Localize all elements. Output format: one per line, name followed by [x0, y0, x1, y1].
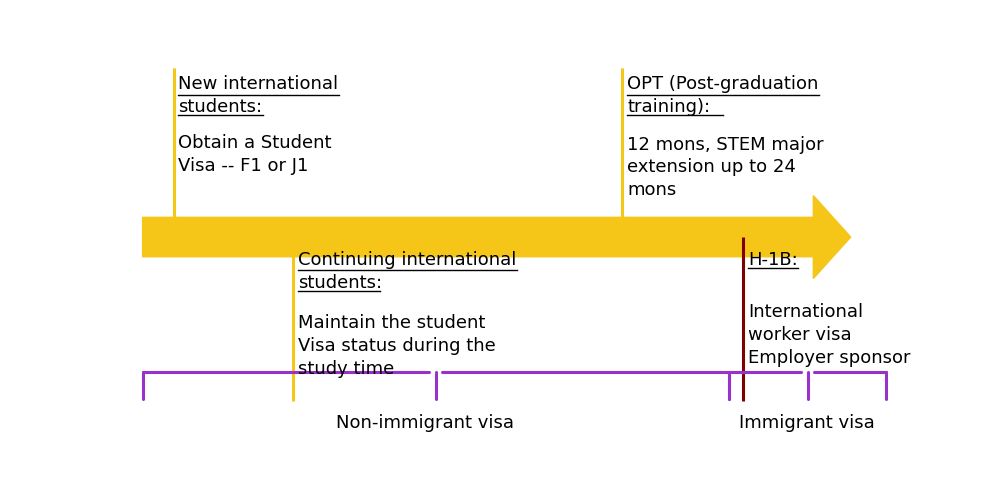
Text: Non-immigrant visa: Non-immigrant visa	[336, 414, 514, 432]
FancyArrow shape	[142, 196, 850, 279]
Text: Continuing international
students:: Continuing international students:	[298, 251, 517, 292]
Text: 12 mons, STEM major
extension up to 24
mons: 12 mons, STEM major extension up to 24 m…	[627, 136, 823, 200]
Text: H-1B:: H-1B:	[747, 251, 797, 269]
Text: Maintain the student
Visa status during the
study time: Maintain the student Visa status during …	[298, 314, 495, 378]
Text: OPT (Post-graduation
training):: OPT (Post-graduation training):	[627, 76, 817, 116]
Text: Immigrant visa: Immigrant visa	[738, 414, 875, 432]
Text: New international
students:: New international students:	[179, 76, 338, 116]
Text: Obtain a Student
Visa -- F1 or J1: Obtain a Student Visa -- F1 or J1	[179, 134, 332, 175]
Text: International
worker visa
Employer sponsor: International worker visa Employer spons…	[747, 303, 910, 366]
